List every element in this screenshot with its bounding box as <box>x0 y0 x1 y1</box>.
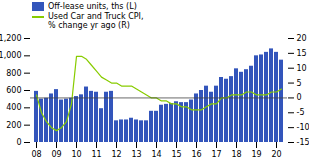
html-text:Used Car and Truck CPI, % chan: Used Car and Truck CPI, % change yr ago … <box>48 12 144 31</box>
svg-text:10: 10 <box>297 63 307 72</box>
svg-text:11: 11 <box>91 150 101 158</box>
svg-text:15: 15 <box>171 150 181 158</box>
svg-text:19: 19 <box>251 150 261 158</box>
svg-text:800: 800 <box>6 68 21 77</box>
svg-text:200: 200 <box>6 120 21 129</box>
svg-text:0: 0 <box>16 138 21 147</box>
svg-text:20: 20 <box>297 34 307 43</box>
svg-text:16: 16 <box>191 150 201 158</box>
svg-text:-5: -5 <box>297 108 305 117</box>
svg-text:17: 17 <box>211 150 221 158</box>
svg-text:09: 09 <box>51 150 61 158</box>
svg-text:14: 14 <box>151 150 161 158</box>
svg-text:0: 0 <box>297 93 302 102</box>
svg-text:-15: -15 <box>297 138 309 147</box>
svg-text:08: 08 <box>31 150 41 158</box>
svg-text:400: 400 <box>6 103 21 112</box>
svg-text:18: 18 <box>231 150 241 158</box>
html-text:Off-lease units, ths (L): Off-lease units, ths (L) <box>48 2 137 11</box>
svg-text:20: 20 <box>271 150 281 158</box>
svg-text:10: 10 <box>71 150 81 158</box>
svg-text:12: 12 <box>111 150 121 158</box>
svg-text:13: 13 <box>131 150 141 158</box>
svg-text:1,200: 1,200 <box>0 34 22 43</box>
svg-text:15: 15 <box>297 48 307 57</box>
svg-text:1,000: 1,000 <box>0 51 22 60</box>
svg-text:600: 600 <box>6 86 21 95</box>
svg-text:-10: -10 <box>297 123 309 132</box>
svg-text:5: 5 <box>297 78 302 87</box>
